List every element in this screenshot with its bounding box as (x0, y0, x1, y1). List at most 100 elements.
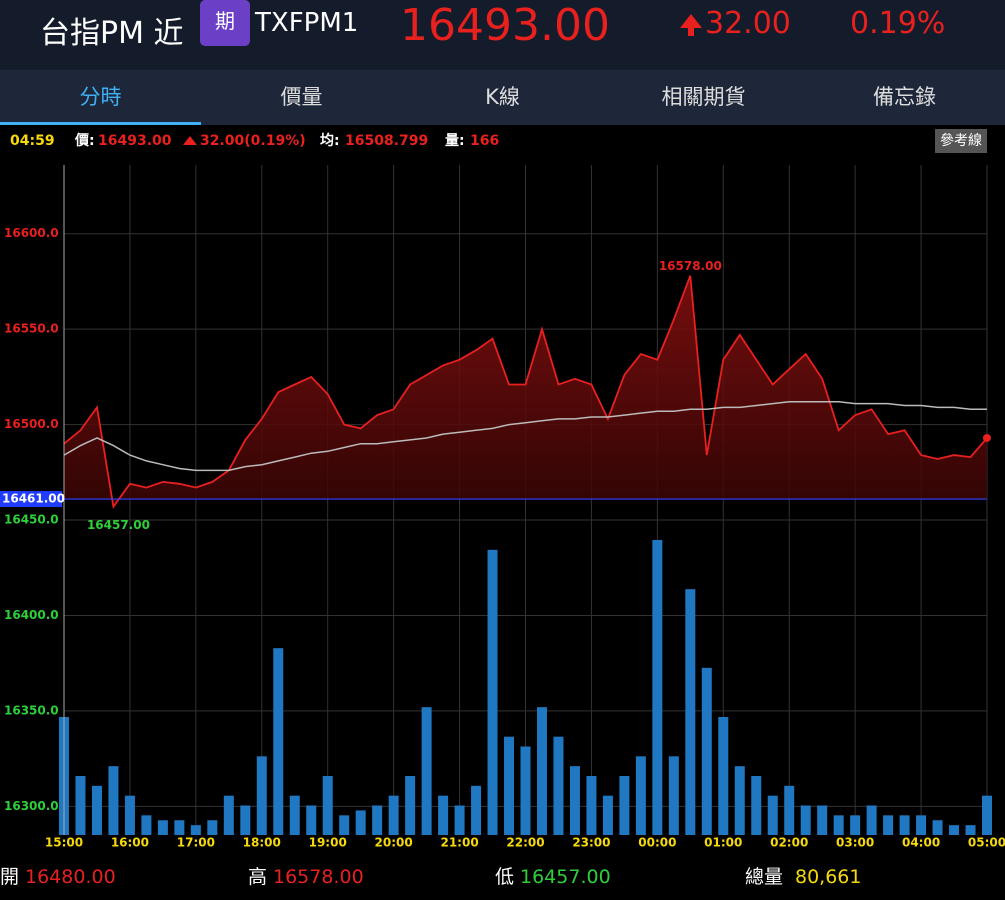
y-tick-label: 16350.0 (4, 703, 59, 717)
volume-bar (718, 717, 729, 835)
volume-bar (520, 746, 531, 835)
chart: 15:00 16:00 17:00 18:00 19:00 20:00 21:00 22:00… (0, 165, 1005, 850)
open-label: 開 (0, 866, 20, 888)
x-tick-label: 00:00 (638, 836, 676, 850)
vol: 166 (470, 133, 500, 149)
volume-bar (240, 805, 251, 835)
up-arrow (680, 14, 702, 28)
avg-label: 均: (320, 133, 340, 149)
change: 32.00 (705, 6, 791, 41)
volume-bar (833, 815, 844, 835)
volume-bar (899, 815, 910, 835)
x-tick-label: 04:00 (902, 836, 940, 850)
volume-bar (850, 815, 861, 835)
low-label: 低 (495, 866, 515, 888)
x-tick-label: 23:00 (572, 836, 610, 850)
x-tick-label: 19:00 (309, 836, 347, 850)
volume-bar (141, 815, 152, 835)
reference-label-box (0, 491, 62, 508)
volume-bar (75, 776, 86, 835)
tab-bar: 分時 價量 K線 相關期貨 備忘錄 (0, 70, 1005, 125)
volume-bar (372, 805, 383, 835)
volume-bar (289, 795, 300, 835)
volume-bar (619, 776, 630, 835)
volume-bar (322, 776, 333, 835)
volume-bar (388, 795, 399, 835)
volume-bar (652, 540, 663, 835)
vol-label: 量: (445, 133, 465, 149)
tab[interactable]: K線 (485, 85, 520, 109)
total-label: 總量 (745, 866, 784, 888)
open: 16480.00 (25, 866, 116, 888)
header: 台指PM 近 期 TXFPM1 16493.00 32.00 0.19% (0, 0, 1005, 70)
volume-bar (421, 707, 432, 835)
x-tick-label: 20:00 (375, 836, 413, 850)
volume-bar (949, 825, 960, 835)
volume-bar (536, 707, 547, 835)
reference-button[interactable]: 參考線 (935, 129, 987, 153)
y-tick-label: 16550.0 (4, 322, 59, 336)
volume-bar (751, 776, 762, 835)
tab[interactable]: 備忘錄 (873, 85, 936, 109)
max-annotation: 16578.00 (659, 259, 722, 273)
volume-bar (635, 756, 646, 835)
x-tick-label: 15:00 (45, 836, 83, 850)
volume-bar (982, 795, 992, 835)
volume-bar (124, 795, 135, 835)
volume-bar (454, 805, 465, 835)
price: 16493.00 (400, 0, 610, 51)
badge: 期 (200, 0, 250, 46)
volume-bar (504, 736, 515, 835)
volume-bar (767, 795, 778, 835)
min-annotation: 16457.00 (87, 518, 150, 532)
volume-bar (190, 825, 201, 835)
volume-bar (339, 815, 350, 835)
volume-bar (223, 795, 234, 835)
change-text: 32.00(0.19%) (200, 133, 306, 149)
price: 16493.00 (98, 133, 172, 149)
volume-bar (586, 776, 597, 835)
time: 04:59 (10, 133, 55, 149)
x-tick-label: 03:00 (836, 836, 874, 850)
volume-bar (174, 820, 185, 835)
x-tick-label: 18:00 (243, 836, 281, 850)
volume-bar (734, 766, 745, 835)
x-tick-label: 22:00 (506, 836, 544, 850)
last-point (983, 433, 991, 442)
up-arrow (183, 136, 197, 145)
volume-bar (355, 810, 366, 835)
volume-bar (866, 805, 877, 835)
volume-bar (932, 820, 943, 835)
y-tick-label: 16400.0 (4, 608, 59, 622)
volume-bar (273, 648, 284, 835)
volume-bar (668, 756, 679, 835)
tab[interactable]: 分時 (0, 70, 201, 125)
volume-bar (965, 825, 976, 835)
x-tick-label: 21:00 (440, 836, 478, 850)
volume-bar (438, 795, 449, 835)
price-line (63, 275, 988, 509)
tab[interactable]: 價量 (280, 85, 323, 109)
price-area (64, 275, 987, 507)
high-label: 高 (248, 866, 268, 888)
volume-bar (817, 805, 828, 835)
avg: 16508.799 (345, 133, 429, 149)
tab[interactable]: 相關期貨 (661, 85, 746, 109)
average-line (63, 400, 987, 472)
volume-bar (685, 589, 696, 835)
volume-bar (569, 766, 580, 835)
volume-bar (306, 805, 317, 835)
price-label: 價: (75, 133, 95, 149)
percent: 0.19% (850, 6, 946, 41)
volume-bar (883, 815, 894, 835)
volume-bar (108, 766, 119, 835)
x-tick-label: 16:00 (111, 836, 149, 850)
volume-bar (602, 795, 613, 835)
volume-bar (405, 776, 416, 835)
instrument-name: 台指PM 近 (40, 16, 184, 51)
y-tick-label: 16300.0 (4, 799, 59, 813)
volume-bar (487, 549, 498, 835)
volume-bar (784, 785, 795, 835)
volume-bar (91, 785, 102, 835)
